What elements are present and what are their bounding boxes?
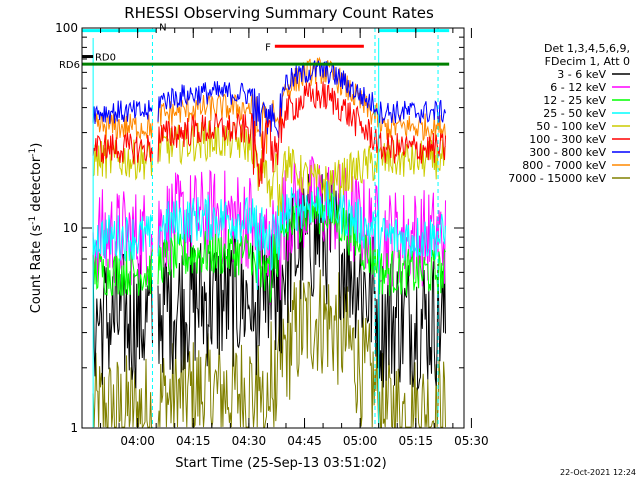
y-tick-label: 10 bbox=[63, 221, 78, 235]
y-axis-label-sup: -1 bbox=[28, 216, 38, 225]
flag-label: RD6 bbox=[59, 60, 80, 71]
series-line bbox=[92, 81, 446, 187]
series-line bbox=[92, 60, 446, 150]
y-axis-label-end: ) bbox=[29, 143, 44, 148]
y-axis-label: Count Rate (s-1 detector-1) bbox=[28, 143, 44, 314]
x-axis-label: Start Time (25-Sep-13 03:51:02) bbox=[175, 456, 386, 471]
y-axis-label-tail: detector bbox=[29, 156, 44, 216]
x-tick-label: 05:15 bbox=[398, 434, 433, 448]
flag-label: F bbox=[265, 42, 271, 53]
chart-title: RHESSI Observing Summary Count Rates bbox=[124, 4, 434, 22]
y-tick-label: 100 bbox=[55, 21, 78, 35]
legend-label: 7000 - 15000 keV bbox=[508, 172, 606, 185]
x-tick-label: 05:00 bbox=[343, 434, 378, 448]
legend-label: 25 - 50 keV bbox=[543, 107, 606, 120]
x-tick-label: 04:30 bbox=[232, 434, 267, 448]
series-line bbox=[92, 181, 446, 290]
data-layer bbox=[92, 56, 446, 428]
legend-label: 300 - 800 keV bbox=[529, 146, 606, 159]
legend-label: 50 - 100 keV bbox=[536, 120, 606, 133]
legend-label: 6 - 12 keV bbox=[550, 81, 606, 94]
x-tick-label: 05:30 bbox=[454, 434, 489, 448]
date-stamp: 22-Oct-2021 12:24 bbox=[560, 468, 636, 477]
info-line-2: FDecim 1, Att 0 bbox=[545, 55, 630, 68]
legend: Det 1,3,4,5,6,9, FDecim 1, Att 0 3 - 6 k… bbox=[508, 42, 630, 185]
y-axis-label-sup2: -1 bbox=[28, 148, 38, 157]
legend-label: 3 - 6 keV bbox=[557, 68, 606, 81]
flag-label: RD0 bbox=[95, 53, 116, 64]
series-line bbox=[92, 56, 446, 154]
x-tick-label: 04:45 bbox=[287, 434, 322, 448]
legend-label: 100 - 300 keV bbox=[529, 133, 606, 146]
legend-label: 12 - 25 keV bbox=[543, 94, 606, 107]
x-tick-label: 04:00 bbox=[120, 434, 155, 448]
info-line-1: Det 1,3,4,5,6,9, bbox=[544, 42, 630, 55]
series-line bbox=[92, 187, 446, 303]
legend-label: 800 - 7000 keV bbox=[522, 159, 606, 172]
x-tick-label: 04:15 bbox=[176, 434, 211, 448]
series-line bbox=[92, 269, 446, 428]
y-axis-label-main: Count Rate (s bbox=[29, 225, 44, 314]
axis-layer: 1 10 100 04:00 04:15 04:30 04:45 05:00 05:15 05:3… bbox=[55, 21, 489, 448]
y-tick-label: 1 bbox=[70, 421, 78, 435]
